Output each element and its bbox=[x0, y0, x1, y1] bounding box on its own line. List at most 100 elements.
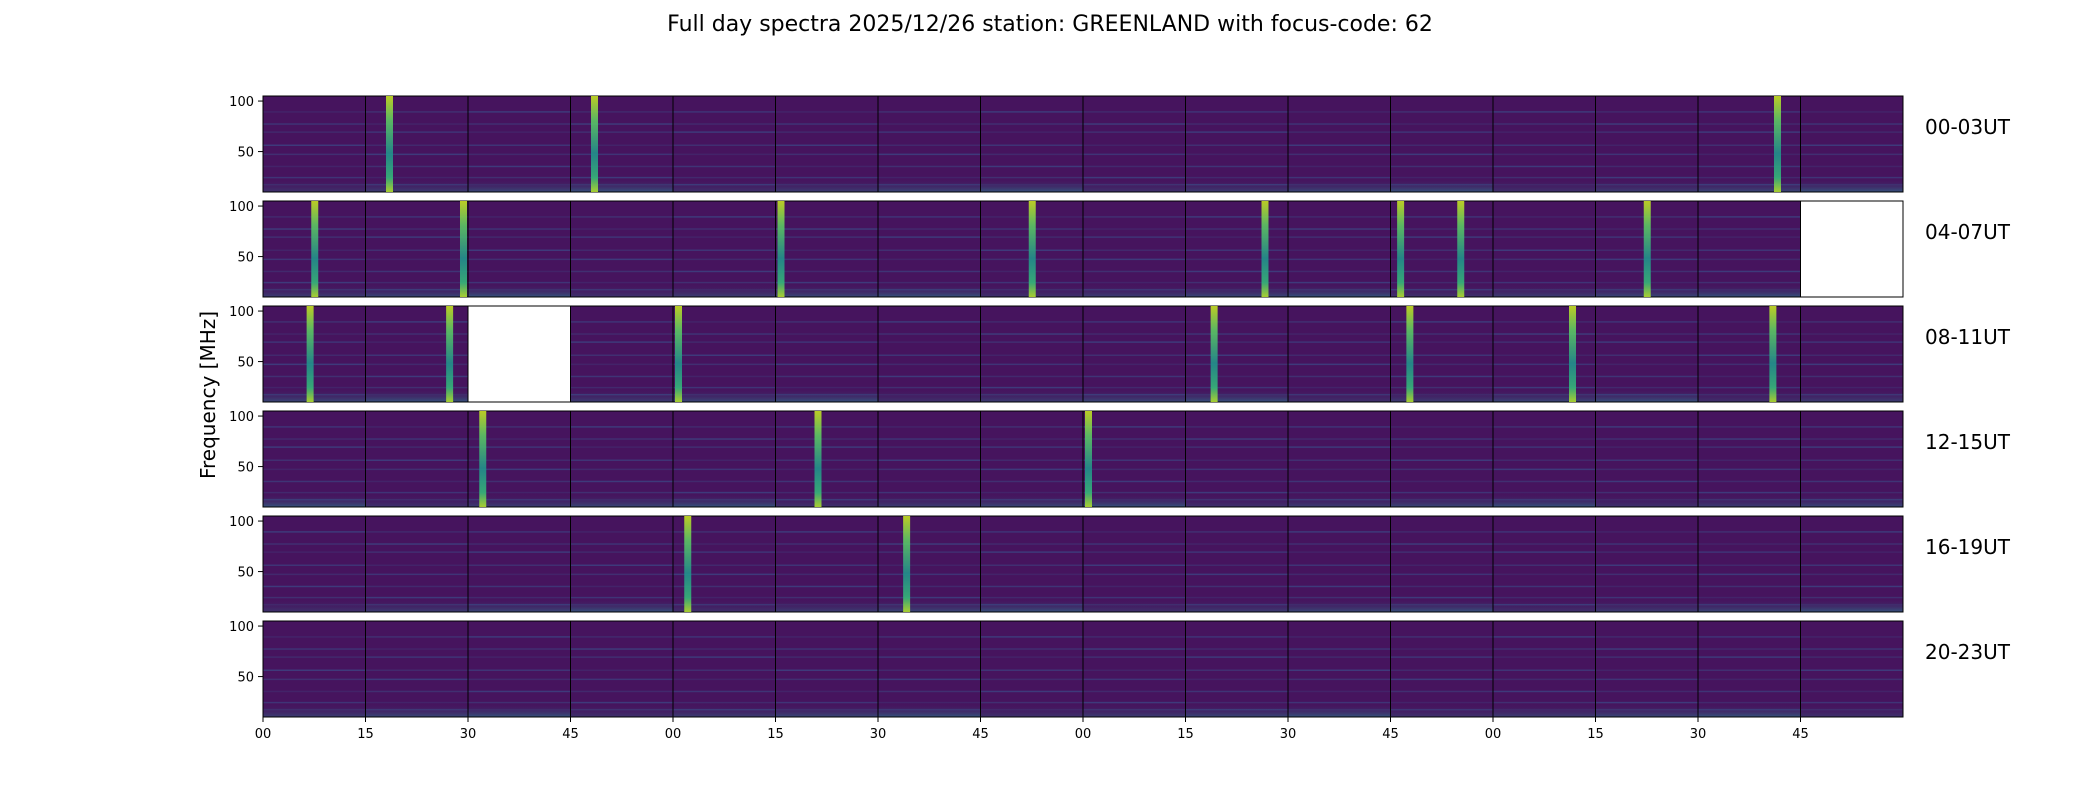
spectrum-panel bbox=[1697, 620, 1801, 718]
burst-mark bbox=[814, 411, 822, 507]
spectrum-panel bbox=[365, 200, 469, 298]
spectrum-panel bbox=[1492, 305, 1596, 403]
row-label: 08-11UT bbox=[1925, 325, 2011, 349]
spectrum-panel bbox=[1082, 410, 1186, 508]
spectrum-panel bbox=[1800, 305, 1904, 403]
x-tick-label: 00 bbox=[1485, 727, 1502, 742]
burst-mark bbox=[1569, 306, 1576, 402]
spectrum-panel bbox=[1595, 515, 1699, 613]
spectrum-panel bbox=[1082, 200, 1186, 298]
burst-mark bbox=[1210, 306, 1218, 402]
y-tick-label: 100 bbox=[229, 620, 254, 635]
x-tick-label: 30 bbox=[1280, 727, 1297, 742]
spectrum-panel bbox=[1287, 410, 1391, 508]
x-tick-label: 45 bbox=[1792, 727, 1809, 742]
spectrum-panel bbox=[1185, 305, 1289, 403]
x-tick-label: 45 bbox=[972, 727, 989, 742]
spectrum-panel bbox=[672, 620, 776, 718]
y-tick-label: 50 bbox=[237, 671, 254, 686]
spectrum-panel bbox=[1800, 410, 1904, 508]
spectrum-panel bbox=[1800, 200, 1904, 298]
x-tick-label: 15 bbox=[767, 727, 784, 742]
spectrum-panel bbox=[1595, 620, 1699, 718]
spectrum-panel bbox=[1697, 200, 1801, 298]
spectrum-panel bbox=[775, 620, 879, 718]
spectrum-panel bbox=[980, 305, 1084, 403]
spectrum-panel bbox=[672, 305, 776, 403]
spectrum-panel bbox=[570, 200, 674, 298]
spectrum-panel bbox=[1287, 515, 1391, 613]
burst-mark bbox=[479, 411, 487, 507]
spectrum-panel bbox=[467, 515, 571, 613]
spectrum-panel bbox=[877, 410, 981, 508]
y-tick-label: 100 bbox=[229, 200, 254, 215]
x-tick-label: 00 bbox=[255, 727, 272, 742]
y-tick-label: 50 bbox=[237, 251, 254, 266]
x-tick-label: 15 bbox=[1587, 727, 1604, 742]
burst-mark bbox=[446, 306, 454, 402]
spectrum-panel bbox=[1082, 515, 1186, 613]
spectrum-panel bbox=[1492, 515, 1596, 613]
spectrum-panel bbox=[1697, 305, 1801, 403]
row-label: 20-23UT bbox=[1925, 640, 2011, 664]
spectrum-panel bbox=[775, 95, 879, 193]
spectrum-panel bbox=[1082, 95, 1186, 193]
spectrum-panel bbox=[672, 95, 776, 193]
spectra-row-5: 100 50 20-23UT bbox=[229, 620, 2011, 718]
burst-mark bbox=[903, 516, 911, 612]
x-tick-label: 00 bbox=[665, 727, 682, 742]
spectrum-panel bbox=[467, 620, 571, 718]
spectrum-panel bbox=[570, 95, 674, 193]
spectrum-panel bbox=[1185, 410, 1289, 508]
spectra-row-2: 100 50 08-11UT bbox=[229, 305, 2011, 403]
y-tick-label: 50 bbox=[237, 356, 254, 371]
spectrum-panel bbox=[980, 410, 1084, 508]
y-tick-label: 100 bbox=[229, 410, 254, 425]
spectrum-panel bbox=[570, 515, 674, 613]
spectrum-panel bbox=[1800, 620, 1904, 718]
spectrum-panel bbox=[1185, 200, 1289, 298]
spectra-row-3: 100 50 12-15UT bbox=[229, 410, 2011, 508]
spectrum-panel bbox=[467, 305, 571, 403]
spectrum-panel bbox=[1595, 95, 1699, 193]
spectrum-panel bbox=[1287, 200, 1391, 298]
spectrum-panel bbox=[1390, 515, 1494, 613]
spectrum-panel bbox=[570, 410, 674, 508]
x-tick-label: 30 bbox=[870, 727, 887, 742]
burst-mark bbox=[1085, 411, 1092, 507]
spectrum-panel bbox=[570, 620, 674, 718]
chart-title: Full day spectra 2025/12/26 station: GRE… bbox=[667, 12, 1433, 37]
y-tick-label: 100 bbox=[229, 95, 254, 110]
spectrum-panel bbox=[1697, 95, 1801, 193]
spectrum-panel bbox=[1390, 620, 1494, 718]
burst-mark bbox=[1261, 201, 1269, 297]
spectrum-panel bbox=[1287, 305, 1391, 403]
burst-mark bbox=[1406, 306, 1414, 402]
spectrum-panel bbox=[365, 95, 469, 193]
spectrum-panel bbox=[877, 95, 981, 193]
spectrum-panel bbox=[1185, 515, 1289, 613]
spectrum-panel bbox=[980, 620, 1084, 718]
spectra-row-0: 100 50 00-03UT bbox=[229, 95, 2011, 193]
spectrum-panel bbox=[365, 515, 469, 613]
spectrum-panel bbox=[1595, 410, 1699, 508]
burst-mark bbox=[777, 201, 785, 297]
burst-mark bbox=[591, 96, 598, 192]
spectrum-panel bbox=[1390, 305, 1494, 403]
spectrum-panel bbox=[1287, 620, 1391, 718]
burst-mark bbox=[1397, 201, 1405, 297]
burst-mark bbox=[460, 201, 467, 297]
spectrum-panel bbox=[1492, 200, 1596, 298]
spectrum-panel bbox=[1390, 95, 1494, 193]
spectrum-panel bbox=[262, 515, 366, 613]
spectrum-panel bbox=[1595, 305, 1699, 403]
spectrum-panel bbox=[877, 515, 981, 613]
y-tick-label: 50 bbox=[237, 566, 254, 581]
spectrum-panel bbox=[775, 200, 879, 298]
spectrum-panel bbox=[1185, 620, 1289, 718]
y-tick-label: 100 bbox=[229, 515, 254, 530]
burst-mark bbox=[306, 306, 314, 402]
spectrum-panel bbox=[1492, 410, 1596, 508]
spectrum-panel bbox=[365, 620, 469, 718]
spectrum-panel bbox=[1697, 515, 1801, 613]
